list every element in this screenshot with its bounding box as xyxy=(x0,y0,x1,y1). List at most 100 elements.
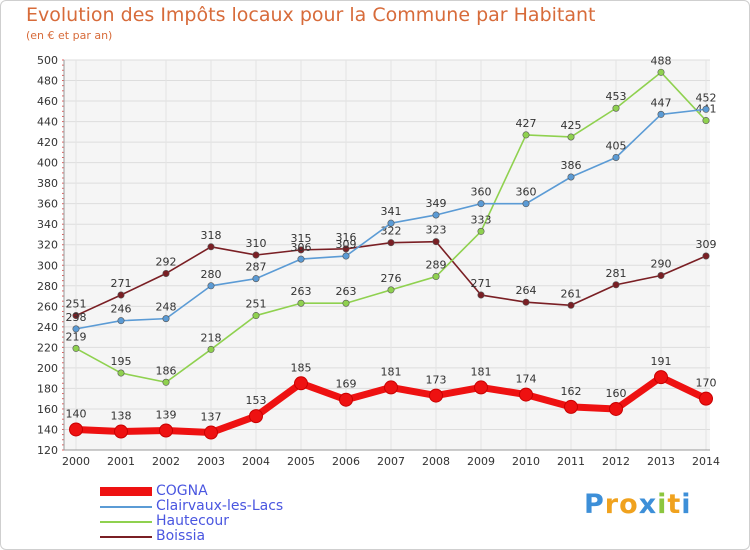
data-label: 271 xyxy=(111,277,132,290)
x-tick-label: 2001 xyxy=(107,455,135,468)
data-label: 263 xyxy=(291,285,312,298)
y-tick-label: 320 xyxy=(37,239,58,252)
data-point xyxy=(117,317,125,325)
data-label: 181 xyxy=(381,365,402,378)
y-tick-label: 500 xyxy=(37,54,58,67)
data-point xyxy=(297,246,305,254)
data-label: 246 xyxy=(111,303,132,316)
y-tick-label: 380 xyxy=(37,177,58,190)
y-tick-label: 420 xyxy=(37,136,58,149)
y-tick-label: 480 xyxy=(37,75,58,88)
data-point xyxy=(117,291,125,299)
legend-label: Clairvaux-les-Lacs xyxy=(156,498,284,514)
data-point xyxy=(252,251,260,259)
data-point xyxy=(657,272,665,280)
data-point xyxy=(609,401,623,416)
data-point xyxy=(297,299,305,307)
data-label: 251 xyxy=(66,298,87,311)
data-point xyxy=(432,238,440,246)
data-point xyxy=(474,380,488,395)
data-label: 488 xyxy=(651,54,672,67)
data-point xyxy=(384,380,398,395)
data-label: 191 xyxy=(651,355,672,368)
data-point xyxy=(564,399,578,414)
data-label: 309 xyxy=(336,238,357,251)
data-point xyxy=(522,200,530,208)
data-point xyxy=(702,117,710,125)
data-label: 138 xyxy=(111,410,132,423)
data-label: 186 xyxy=(156,364,177,377)
data-label: 386 xyxy=(561,159,582,172)
line-chart: 120 140 160 180 200 220 240 260 280 300 320 340 360 3… xyxy=(37,54,720,468)
data-label: 425 xyxy=(561,119,582,132)
chart-title: Evolution des Impôts locaux pour la Comm… xyxy=(26,4,596,26)
x-tick-label: 2002 xyxy=(152,455,180,468)
data-label: 452 xyxy=(696,91,717,104)
y-tick-label: 300 xyxy=(37,259,58,272)
legend-label: COGNA xyxy=(156,483,208,499)
logo-letter: x xyxy=(638,489,658,520)
data-point xyxy=(342,245,350,253)
x-tick-label: 2014 xyxy=(692,455,720,468)
data-label: 261 xyxy=(561,287,582,300)
x-tick-label: 2005 xyxy=(287,455,315,468)
x-tick-label: 2003 xyxy=(197,455,225,468)
x-tick-label: 2011 xyxy=(557,455,585,468)
data-label: 185 xyxy=(291,361,312,374)
x-tick-label: 2006 xyxy=(332,455,360,468)
data-point xyxy=(339,392,353,407)
x-tick-label: 2008 xyxy=(422,455,450,468)
data-point xyxy=(612,154,620,162)
data-point xyxy=(162,269,170,277)
x-tick-label: 2004 xyxy=(242,455,270,468)
y-tick-label: 460 xyxy=(37,95,58,108)
data-point xyxy=(612,104,620,112)
data-point xyxy=(432,273,440,281)
data-point xyxy=(612,281,620,289)
logo-letter: t xyxy=(667,489,682,520)
chart-subtitle: (en € et par an) xyxy=(26,29,113,42)
data-label: 427 xyxy=(516,117,537,130)
x-tick-label: 2010 xyxy=(512,455,540,468)
data-point xyxy=(342,299,350,307)
y-tick-label: 340 xyxy=(37,218,58,231)
data-point xyxy=(387,286,395,294)
data-label: 181 xyxy=(471,365,492,378)
data-label: 173 xyxy=(426,374,447,387)
data-label: 170 xyxy=(696,377,717,390)
data-label: 140 xyxy=(66,407,87,420)
data-point xyxy=(522,131,530,139)
data-point xyxy=(294,376,308,391)
data-label: 218 xyxy=(201,331,222,344)
legend-label: Boissia xyxy=(156,528,206,544)
y-tick-label: 160 xyxy=(37,403,58,416)
y-tick-label: 220 xyxy=(37,341,58,354)
data-label: 271 xyxy=(471,277,492,290)
data-point xyxy=(477,227,485,235)
data-label: 310 xyxy=(246,237,267,250)
data-label: 323 xyxy=(426,224,447,237)
data-point xyxy=(249,409,263,424)
data-point xyxy=(477,200,485,208)
data-point xyxy=(72,312,80,320)
data-label: 139 xyxy=(156,409,177,422)
logo-letter: P xyxy=(584,489,605,520)
data-point xyxy=(72,325,80,333)
logo-letter: r xyxy=(604,489,620,520)
data-point xyxy=(702,105,710,113)
data-point xyxy=(252,312,260,320)
data-point xyxy=(204,425,218,440)
y-tick-label: 440 xyxy=(37,116,58,129)
chart-legend: COGNA Clairvaux-les-Lacs Hautecour Boissia xyxy=(100,484,400,544)
data-label: 137 xyxy=(201,411,222,424)
y-tick-label: 120 xyxy=(37,444,58,457)
data-label: 160 xyxy=(606,387,627,400)
data-point xyxy=(387,219,395,227)
y-tick-label: 140 xyxy=(37,423,58,436)
logo-letter: o xyxy=(619,489,639,520)
data-label: 280 xyxy=(201,268,222,281)
data-point xyxy=(657,68,665,76)
data-point xyxy=(567,133,575,141)
x-tick-label: 2013 xyxy=(647,455,675,468)
data-point xyxy=(387,239,395,247)
